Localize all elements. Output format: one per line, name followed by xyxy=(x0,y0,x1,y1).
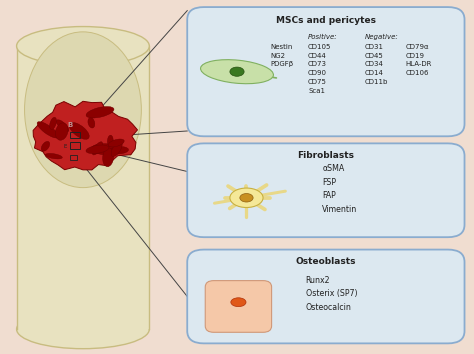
Ellipse shape xyxy=(201,60,273,84)
Ellipse shape xyxy=(88,118,95,128)
Text: MSCs and pericytes: MSCs and pericytes xyxy=(276,16,376,25)
Ellipse shape xyxy=(55,123,68,140)
Text: Negative:: Negative: xyxy=(365,34,399,40)
FancyBboxPatch shape xyxy=(187,250,465,343)
Text: CD31
CD45
CD34
CD14
CD11b: CD31 CD45 CD34 CD14 CD11b xyxy=(365,44,388,85)
Text: Nestin
NG2
PDGFβ: Nestin NG2 PDGFβ xyxy=(270,44,293,67)
Ellipse shape xyxy=(91,144,119,155)
Ellipse shape xyxy=(240,194,253,202)
Ellipse shape xyxy=(86,107,114,118)
Text: Runx2
Osterix (SP7)
Osteocalcin: Runx2 Osterix (SP7) Osteocalcin xyxy=(306,276,357,312)
Text: B: B xyxy=(68,122,73,129)
Ellipse shape xyxy=(56,120,69,132)
FancyBboxPatch shape xyxy=(205,281,272,332)
FancyBboxPatch shape xyxy=(187,143,465,237)
Bar xyxy=(70,155,77,160)
Bar xyxy=(17,46,149,329)
Ellipse shape xyxy=(86,145,109,154)
Text: Fibroblasts: Fibroblasts xyxy=(297,151,355,160)
Ellipse shape xyxy=(46,153,62,159)
Bar xyxy=(70,142,80,149)
Ellipse shape xyxy=(92,142,102,155)
Ellipse shape xyxy=(69,122,89,139)
Ellipse shape xyxy=(17,310,149,349)
FancyBboxPatch shape xyxy=(187,7,465,136)
Ellipse shape xyxy=(108,135,113,147)
Polygon shape xyxy=(33,101,137,170)
Bar xyxy=(70,132,80,138)
Ellipse shape xyxy=(231,298,246,307)
Ellipse shape xyxy=(41,141,50,151)
Text: Osteoblasts: Osteoblasts xyxy=(296,257,356,266)
Ellipse shape xyxy=(37,122,59,138)
Ellipse shape xyxy=(108,139,124,147)
Ellipse shape xyxy=(230,188,263,207)
Text: E: E xyxy=(64,144,67,149)
Ellipse shape xyxy=(25,32,141,188)
Ellipse shape xyxy=(110,147,128,154)
Text: CD105
CD44
CD73
CD90
CD75
Sca1: CD105 CD44 CD73 CD90 CD75 Sca1 xyxy=(308,44,331,94)
Ellipse shape xyxy=(17,27,149,65)
Ellipse shape xyxy=(103,148,114,167)
Text: CD79α
CD19
HLA-DR
CD106: CD79α CD19 HLA-DR CD106 xyxy=(405,44,432,76)
Text: αSMA
FSP
FAP
Vimentin: αSMA FSP FAP Vimentin xyxy=(322,164,357,214)
Ellipse shape xyxy=(50,117,56,130)
Ellipse shape xyxy=(230,67,244,76)
Text: Positive:: Positive: xyxy=(308,34,337,40)
Ellipse shape xyxy=(111,142,122,156)
